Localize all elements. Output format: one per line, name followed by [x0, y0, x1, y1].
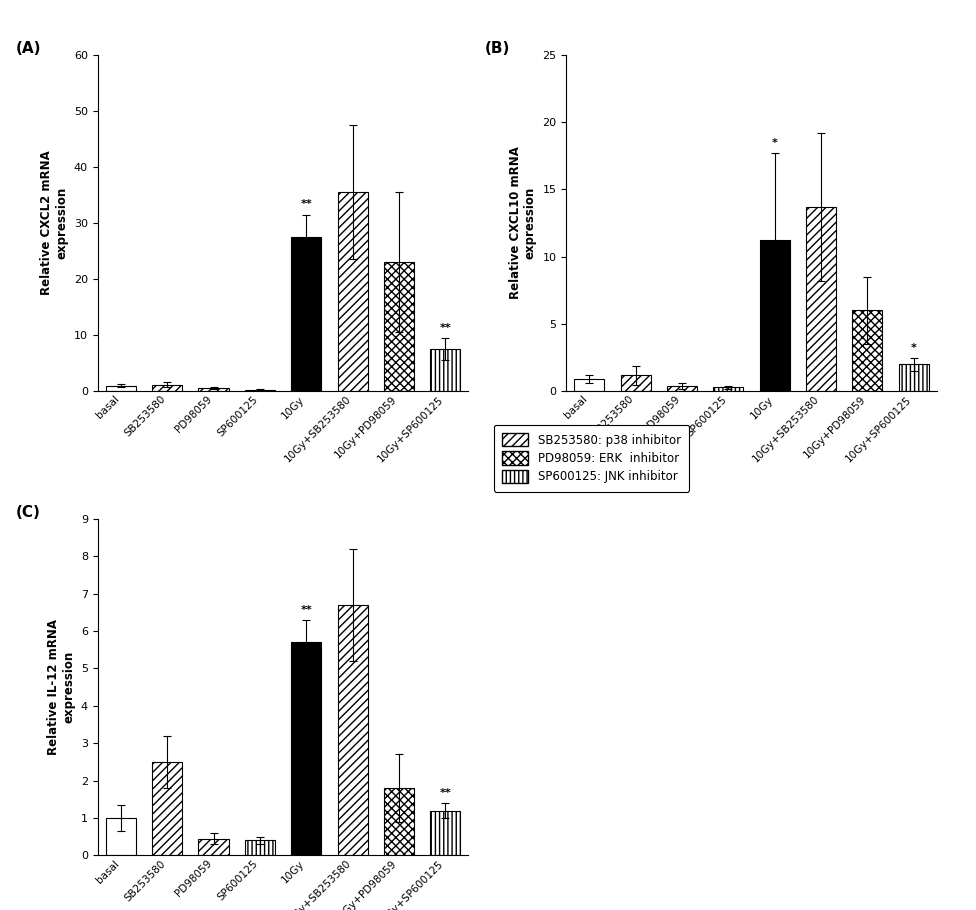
Text: *: *	[772, 138, 778, 147]
Y-axis label: Relative CXCL2 mRNA
expression: Relative CXCL2 mRNA expression	[40, 150, 68, 296]
Bar	[899, 364, 929, 391]
Bar	[384, 262, 414, 391]
Bar	[621, 375, 651, 391]
Text: **: **	[301, 604, 312, 614]
Bar	[291, 237, 321, 391]
Bar	[852, 310, 882, 391]
Bar	[291, 642, 321, 855]
Bar	[430, 811, 461, 855]
Bar	[105, 386, 136, 391]
Bar	[105, 818, 136, 855]
Bar	[338, 605, 368, 855]
Bar	[713, 388, 744, 391]
Bar	[806, 207, 836, 391]
Text: **: **	[439, 323, 451, 333]
Bar	[338, 192, 368, 391]
Bar	[759, 240, 790, 391]
Text: (C): (C)	[16, 505, 41, 521]
Bar	[667, 386, 697, 391]
Text: (B): (B)	[484, 41, 509, 56]
Bar	[430, 349, 461, 391]
Bar	[245, 841, 275, 855]
Bar	[198, 388, 228, 391]
Bar	[198, 839, 228, 855]
Bar	[574, 379, 604, 391]
Bar	[152, 762, 183, 855]
Text: (A): (A)	[16, 41, 42, 56]
Y-axis label: Relative CXCL10 mRNA
expression: Relative CXCL10 mRNA expression	[508, 147, 537, 299]
Bar	[384, 788, 414, 855]
Text: *: *	[911, 342, 916, 352]
Bar	[245, 389, 275, 391]
Legend: SB253580: p38 inhibitor, PD98059: ERK  inhibitor, SP600125: JNK inhibitor: SB253580: p38 inhibitor, PD98059: ERK in…	[494, 424, 689, 491]
Text: **: **	[301, 199, 312, 209]
Bar	[152, 385, 183, 391]
Text: **: **	[439, 788, 451, 798]
Y-axis label: Relative IL-12 mRNA
expression: Relative IL-12 mRNA expression	[47, 619, 75, 755]
